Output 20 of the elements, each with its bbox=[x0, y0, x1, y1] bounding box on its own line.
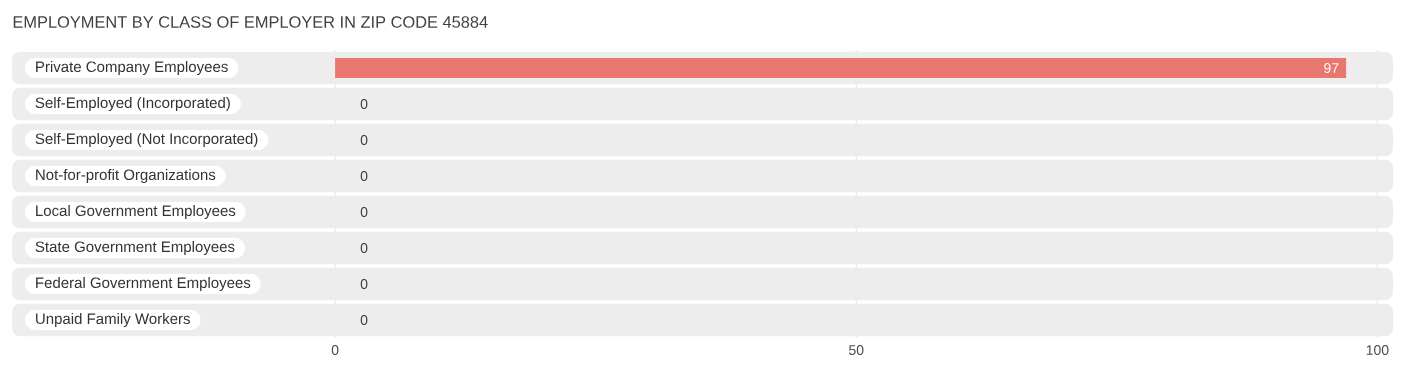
y-tick-label: State Government Employees bbox=[35, 241, 235, 255]
data-label: 0 bbox=[360, 243, 368, 253]
data-label: 0 bbox=[360, 99, 368, 109]
y-tick-label: Private Company Employees bbox=[36, 61, 228, 75]
x-tick-label: 50 bbox=[849, 345, 864, 355]
y-tick-label: Unpaid Family Workers bbox=[36, 313, 190, 327]
x-tick-label: 0 bbox=[331, 345, 339, 355]
data-label: 0 bbox=[360, 315, 368, 325]
y-tick-label: Self-Employed (Not Incorporated) bbox=[35, 133, 258, 147]
chart-title: EMPLOYMENT BY CLASS OF EMPLOYER IN ZIP CODE 45884 bbox=[13, 16, 488, 28]
x-tick-label: 100 bbox=[1366, 345, 1389, 355]
data-label: 0 bbox=[360, 171, 368, 181]
data-label: 0 bbox=[360, 135, 368, 145]
data-label: 0 bbox=[360, 207, 368, 217]
data-label: 0 bbox=[360, 279, 368, 289]
y-tick-label: Local Government Employees bbox=[36, 205, 236, 219]
y-tick-label: Not-for-profit Organizations bbox=[36, 169, 216, 183]
y-tick-label: Federal Government Employees bbox=[36, 277, 251, 291]
y-tick-label: Self-Employed (Incorporated) bbox=[35, 97, 230, 111]
data-label: 97 bbox=[1324, 63, 1339, 73]
